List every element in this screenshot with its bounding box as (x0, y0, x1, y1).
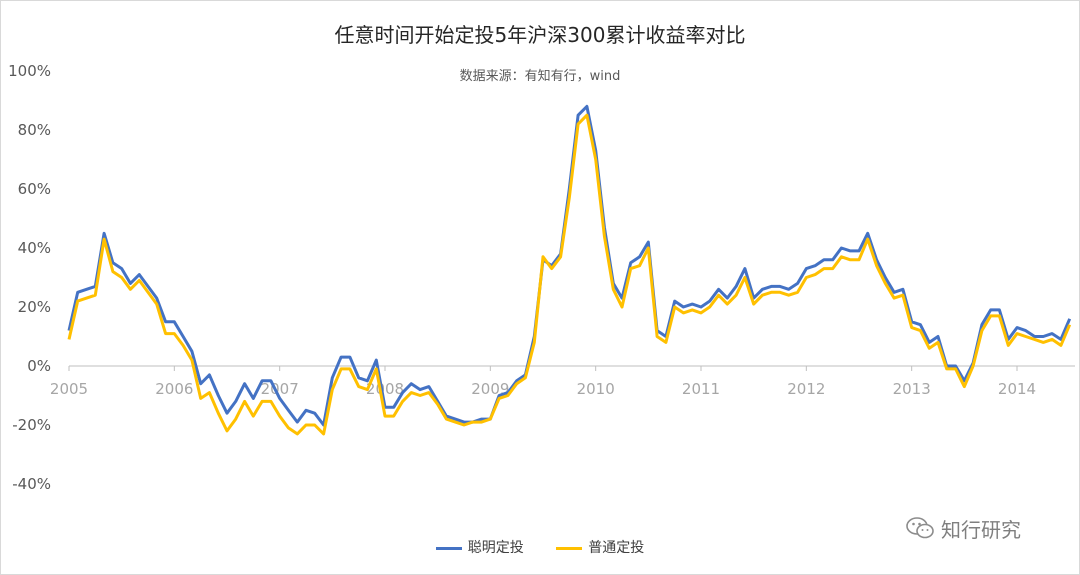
y-tick-label: 60% (18, 180, 51, 198)
x-tick-label: 2007 (261, 380, 299, 398)
x-tick-label: 2009 (471, 380, 509, 398)
legend-swatch-regular (556, 546, 583, 550)
y-tick-label: -20% (12, 416, 51, 434)
chart-subtitle: 数据来源：有知有行，wind (459, 69, 621, 84)
x-tick-label: 2011 (682, 380, 720, 398)
x-tick-label: 2014 (998, 380, 1036, 398)
legend-item-regular[interactable]: 普通定投 (556, 537, 644, 557)
series-line-smart[interactable] (67, 104, 1072, 427)
series-line-regular[interactable] (67, 113, 1072, 436)
legend-swatch-smart (435, 546, 462, 550)
x-tick-label: 2005 (50, 380, 88, 398)
x-tick-label: 2008 (366, 380, 404, 398)
legend-item-smart[interactable]: 聪明定投 (435, 537, 524, 557)
y-axis: 100% 80% 60% 40% 20% 0% -20% -40% (8, 62, 51, 493)
wechat-icon (906, 517, 934, 539)
x-tick-label: 2010 (577, 380, 615, 398)
x-tick-label: 2013 (893, 380, 931, 398)
x-tick-label: 2006 (155, 380, 193, 398)
series-lines (67, 104, 1072, 436)
y-tick-label: 80% (18, 121, 51, 139)
watermark-text: 知行研究 (941, 517, 1021, 542)
y-tick-label: 0% (27, 357, 51, 375)
watermark: 知行研究 (905, 513, 1021, 543)
x-axis: 2005 2006 2007 2008 2009 2010 2011 2012 2013 2014 (50, 366, 1036, 398)
y-tick-label: 100% (8, 62, 51, 80)
y-tick-label: 20% (18, 298, 51, 316)
y-tick-label: -40% (12, 475, 51, 493)
legend-label-regular: 普通定投 (588, 540, 645, 556)
chart-title: 任意时间开始定投5年沪深300累计收益率对比 (334, 23, 746, 47)
legend: 聪明定投 普通定投 (1, 537, 1079, 557)
x-tick-label: 2012 (787, 380, 825, 398)
y-tick-label: 40% (18, 239, 51, 257)
legend-label-smart: 聪明定投 (467, 540, 524, 556)
